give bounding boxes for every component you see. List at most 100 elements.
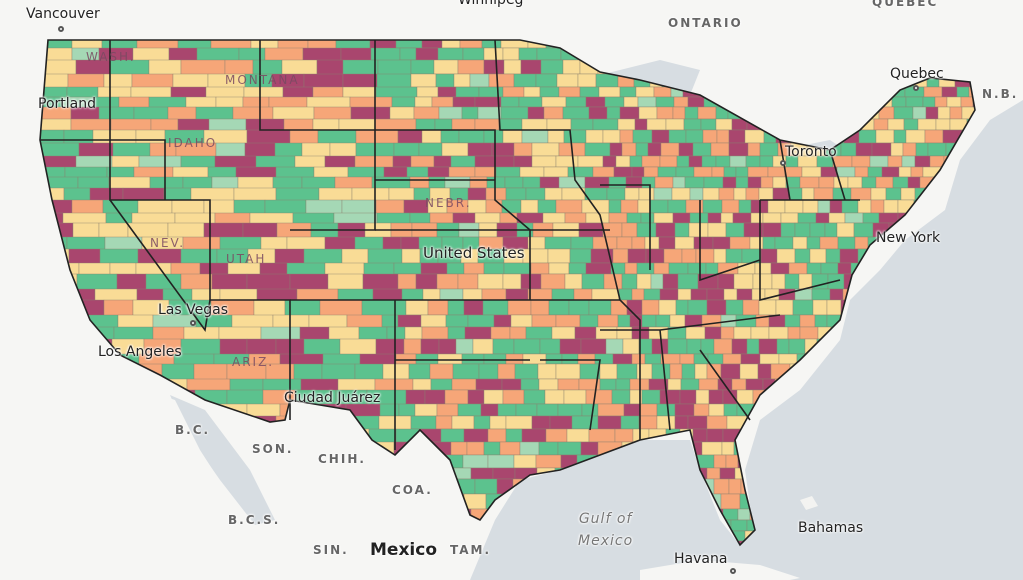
county-cell — [523, 86, 541, 98]
county-cell — [836, 222, 855, 238]
county-cell — [720, 326, 735, 340]
city-label-new-york[interactable]: New York — [876, 230, 941, 246]
county-cell — [585, 96, 606, 108]
county-cell — [656, 403, 676, 417]
county-cell — [413, 106, 440, 120]
county-cell — [457, 273, 479, 290]
city-label-winnipeg[interactable]: Winnipeg — [458, 0, 524, 8]
county-cell — [429, 363, 454, 380]
county-cell — [462, 454, 489, 469]
city-label-ciudad-juarez[interactable]: Ciudad Juárez — [284, 390, 381, 406]
county-cell — [817, 199, 831, 214]
county-cell — [448, 166, 476, 178]
county-cell — [758, 338, 778, 355]
city-label-vancouver[interactable]: Vancouver — [26, 6, 100, 22]
country-label-mexico[interactable]: Mexico — [370, 540, 437, 560]
county-cell — [505, 428, 523, 443]
county-cell — [839, 248, 859, 264]
county-cell — [556, 73, 579, 88]
county-cell — [414, 403, 438, 417]
city-label-united-states[interactable]: United States — [423, 244, 525, 262]
county-cell — [542, 212, 566, 224]
city-label-las-vegas[interactable]: Las Vegas — [158, 302, 228, 318]
county-cell — [391, 96, 416, 108]
county-cell — [674, 236, 695, 250]
county-cell — [627, 248, 647, 264]
county-cell — [540, 59, 564, 75]
city-label-toronto[interactable]: Toronto — [785, 144, 837, 160]
county-cell — [564, 212, 587, 224]
city-label-quebec[interactable]: Quebec — [890, 66, 944, 82]
county-cell — [767, 199, 786, 214]
city-label-havana[interactable]: Havana — [674, 551, 728, 567]
county-cell — [577, 155, 604, 168]
city-label-los-angeles[interactable]: Los Angeles — [98, 344, 182, 360]
county-cell — [464, 326, 492, 340]
county-cell — [875, 129, 895, 144]
county-cell — [635, 142, 649, 157]
county-cell — [706, 415, 728, 430]
county-cell — [463, 299, 484, 316]
county-cell — [767, 166, 786, 178]
county-cell — [518, 96, 543, 108]
county-cell — [912, 106, 927, 120]
county-cell — [675, 166, 695, 178]
county-cell — [721, 199, 740, 214]
county-cell — [467, 142, 493, 157]
county-cell — [624, 187, 640, 201]
county-cell — [697, 273, 719, 290]
county-cell — [616, 363, 638, 380]
county-cell — [693, 166, 713, 178]
county-cell — [677, 273, 699, 290]
county-cell — [659, 288, 679, 301]
county-cell — [631, 353, 646, 365]
county-cell — [608, 212, 628, 224]
county-cell — [525, 326, 553, 340]
county-cell — [641, 155, 661, 168]
county-cell — [660, 142, 680, 157]
county-cell — [519, 166, 545, 178]
county-cell — [736, 288, 753, 301]
county-cell — [543, 106, 564, 120]
county-cell — [386, 326, 406, 340]
county-cell — [780, 222, 796, 238]
county-cell — [585, 212, 610, 224]
county-cell — [788, 262, 808, 275]
county-cell — [382, 236, 402, 250]
county-cell — [588, 106, 608, 120]
county-cell — [452, 96, 476, 108]
county-cell — [792, 236, 808, 250]
county-cell — [759, 142, 779, 157]
county-cell — [690, 288, 708, 301]
county-cell — [483, 129, 504, 144]
county-cell — [925, 106, 939, 120]
county-cell — [585, 129, 604, 144]
county-cell — [784, 314, 801, 328]
county-cell — [393, 142, 420, 157]
county-cell — [614, 428, 634, 443]
county-cell — [820, 166, 838, 178]
city-label-bahamas[interactable]: Bahamas — [798, 520, 864, 536]
county-cell — [668, 262, 689, 275]
county-cell — [776, 248, 796, 264]
county-cell — [784, 199, 804, 214]
county-cell — [719, 467, 736, 480]
county-cell — [917, 118, 937, 131]
county-cell — [751, 288, 766, 301]
las-vegas-city-marker — [190, 320, 196, 326]
county-cell — [740, 353, 761, 365]
county-cell — [956, 86, 970, 98]
county-cell — [799, 176, 820, 189]
county-cell — [659, 155, 678, 168]
county-cell — [624, 262, 638, 275]
county-cell — [544, 187, 563, 201]
county-cell — [887, 155, 903, 168]
city-label-portland[interactable]: Portland — [38, 96, 96, 112]
region-label-son: SON. — [252, 442, 294, 456]
county-cell — [797, 212, 817, 224]
county-cell — [555, 155, 579, 168]
county-cell — [608, 176, 627, 189]
county-cell — [742, 299, 760, 316]
